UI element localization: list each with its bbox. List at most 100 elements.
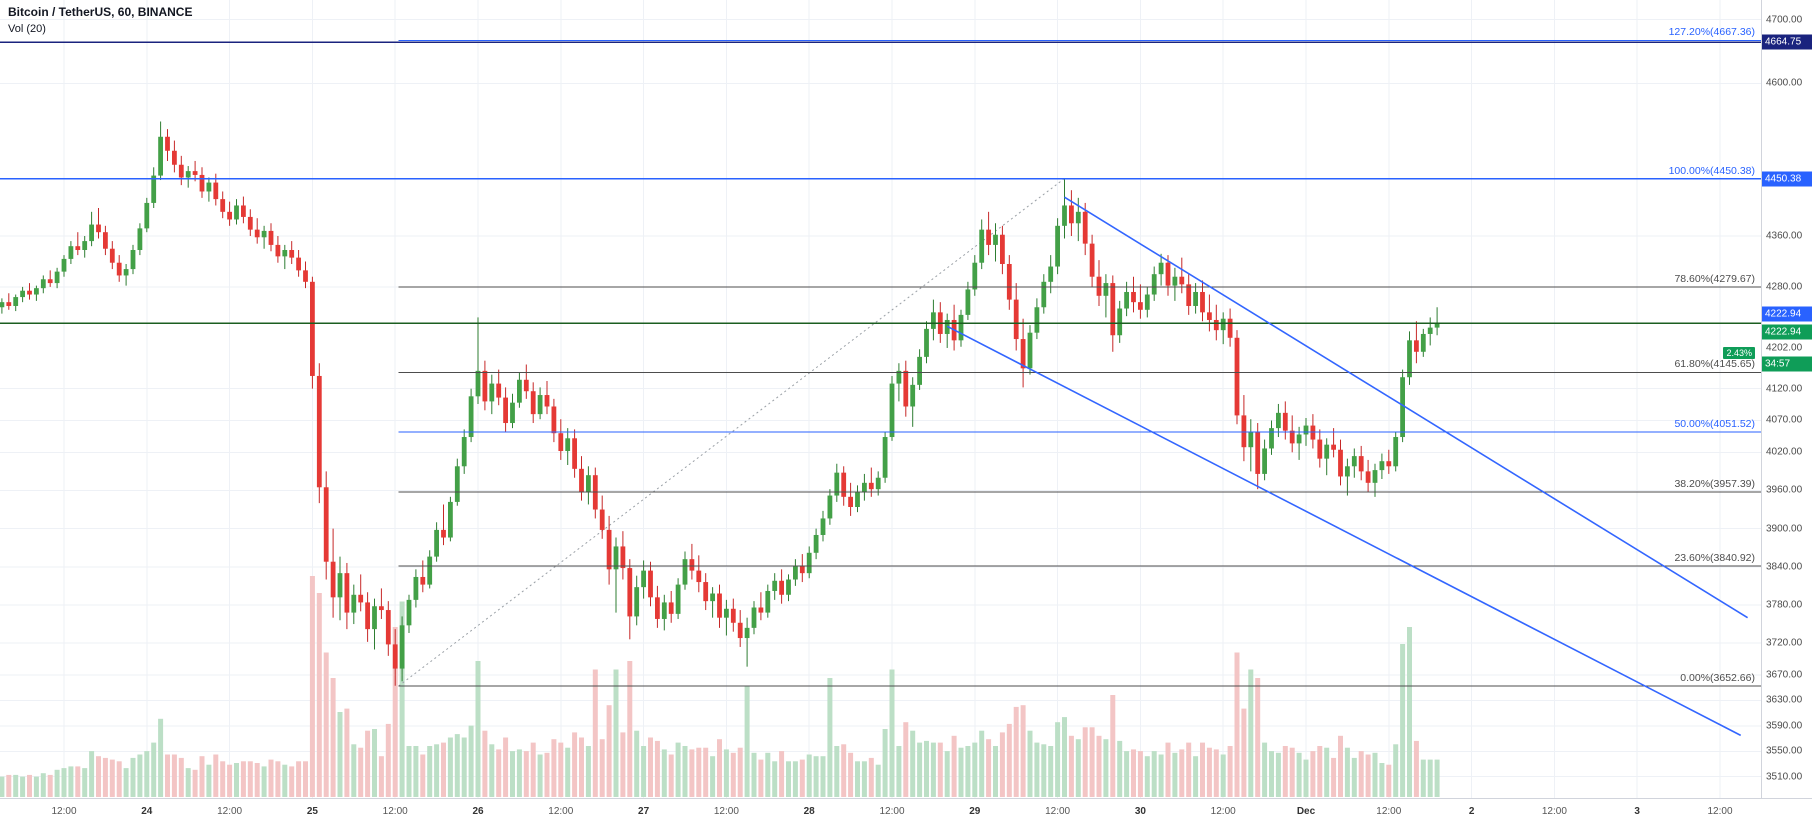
candle-body bbox=[261, 230, 267, 238]
volume-bar bbox=[779, 751, 785, 797]
candle-body bbox=[1427, 327, 1433, 334]
price-tick: 3550.00 bbox=[1766, 745, 1803, 757]
volume-bar bbox=[585, 746, 591, 797]
time-label: 27 bbox=[638, 806, 650, 817]
volume-bar bbox=[675, 742, 681, 797]
candle-body bbox=[882, 437, 888, 478]
volume-bar bbox=[910, 730, 916, 797]
volume-bar bbox=[1034, 742, 1040, 797]
candle-body bbox=[786, 579, 791, 595]
candle-body bbox=[627, 568, 633, 617]
time-label: 12:00 bbox=[1045, 806, 1071, 817]
candle-body bbox=[979, 229, 985, 263]
candle-body bbox=[303, 270, 308, 282]
candle-body bbox=[1303, 425, 1309, 435]
candle-body bbox=[1048, 266, 1054, 282]
volume-bar bbox=[503, 737, 509, 797]
volume-bar bbox=[1055, 722, 1061, 797]
candle-body bbox=[1096, 276, 1102, 296]
time-axis[interactable]: 12:00 24 12:00 25 12:00 26 12:00 27 12:00 28 12:00… bbox=[0, 798, 1812, 825]
volume-bar bbox=[565, 747, 571, 797]
volume-bar bbox=[1434, 759, 1440, 797]
candle-body bbox=[109, 248, 115, 263]
candle-body bbox=[137, 228, 143, 250]
candle-body bbox=[862, 482, 867, 492]
candle-body bbox=[993, 234, 998, 245]
candle-body bbox=[1262, 448, 1267, 474]
price-tick: 3510.00 bbox=[1766, 771, 1803, 783]
candle-body bbox=[1110, 283, 1116, 336]
candlestick-series bbox=[0, 121, 1440, 686]
volume-bar bbox=[234, 763, 239, 797]
volume-bar bbox=[27, 774, 32, 797]
volume-bar bbox=[13, 774, 19, 797]
chart-canvas[interactable]: 127.20%(4667.36) 100.00%(4450.38) 78.60%(4… bbox=[0, 0, 1761, 798]
candle-body bbox=[868, 482, 874, 490]
candle-body bbox=[365, 602, 370, 630]
candle-body bbox=[1276, 412, 1281, 429]
volume-bar bbox=[1358, 751, 1364, 797]
volume-bar bbox=[1386, 764, 1392, 797]
volume-bar bbox=[1427, 759, 1433, 797]
volume-bar bbox=[323, 652, 329, 797]
indicator-label: Vol (20) bbox=[8, 23, 46, 35]
symbol-legend[interactable]: Bitcoin / TetherUS, 60, BINANCE bbox=[8, 5, 192, 19]
candle-body bbox=[47, 279, 53, 284]
candle-body bbox=[461, 437, 467, 467]
volume-bar bbox=[475, 661, 481, 797]
candle-body bbox=[144, 202, 150, 229]
candle-body bbox=[116, 262, 122, 276]
volume-bar bbox=[192, 769, 198, 797]
volume-bar bbox=[82, 768, 88, 797]
candle-body bbox=[441, 529, 446, 538]
volume-bar bbox=[1289, 747, 1295, 797]
volume-bar bbox=[240, 761, 246, 797]
volume-bar bbox=[1041, 744, 1047, 797]
price-tick: 4280.00 bbox=[1766, 281, 1803, 293]
volume-bar bbox=[75, 766, 81, 797]
candle-body bbox=[172, 150, 177, 165]
trend-line[interactable] bbox=[1064, 196, 1749, 619]
candle-body bbox=[296, 257, 301, 271]
candle-body bbox=[27, 290, 32, 295]
candle-body bbox=[1414, 340, 1419, 352]
fib-level-label: 100.00%(4450.38) bbox=[1668, 164, 1755, 177]
candle-body bbox=[96, 224, 101, 233]
candle-body bbox=[648, 570, 653, 598]
candle-body bbox=[682, 559, 688, 585]
volume-bar bbox=[1338, 735, 1343, 797]
candle-body bbox=[475, 370, 481, 397]
candle-body bbox=[1151, 274, 1157, 295]
volume-bar bbox=[1393, 744, 1399, 797]
volume-bar bbox=[289, 766, 295, 797]
candle-body bbox=[482, 370, 488, 402]
candle-body bbox=[537, 395, 543, 415]
price-axis[interactable]: 4700.00 4600.00 4360.00 4280.00 4202.00 4120.… bbox=[1761, 0, 1812, 798]
volume-bar bbox=[1110, 695, 1116, 797]
volume-bar bbox=[130, 757, 136, 797]
volume-bar bbox=[944, 751, 950, 797]
volume-bar bbox=[1172, 752, 1178, 797]
volume-bar bbox=[668, 754, 674, 797]
volume-bar bbox=[96, 756, 101, 797]
volume-bar bbox=[1234, 652, 1240, 797]
candle-body bbox=[489, 383, 495, 402]
candle-body bbox=[848, 496, 853, 507]
candle-body bbox=[751, 607, 757, 628]
candle-body bbox=[793, 565, 798, 580]
price-tick: 3670.00 bbox=[1766, 669, 1803, 681]
volume-bar bbox=[178, 757, 184, 797]
candle-body bbox=[1138, 302, 1143, 310]
price-tick: 4020.00 bbox=[1766, 446, 1803, 458]
volume-bar bbox=[1200, 742, 1205, 797]
price-tick: 4600.00 bbox=[1766, 77, 1803, 89]
candle-body bbox=[268, 230, 274, 245]
candle-body bbox=[1172, 276, 1178, 286]
volume-bar bbox=[123, 768, 129, 797]
volume-bar bbox=[834, 746, 840, 797]
time-label: 3 bbox=[1634, 806, 1640, 817]
volume-indicator-legend[interactable]: Vol (20) bbox=[8, 23, 46, 35]
candle-body bbox=[565, 438, 571, 452]
trend-line[interactable] bbox=[946, 325, 1742, 737]
